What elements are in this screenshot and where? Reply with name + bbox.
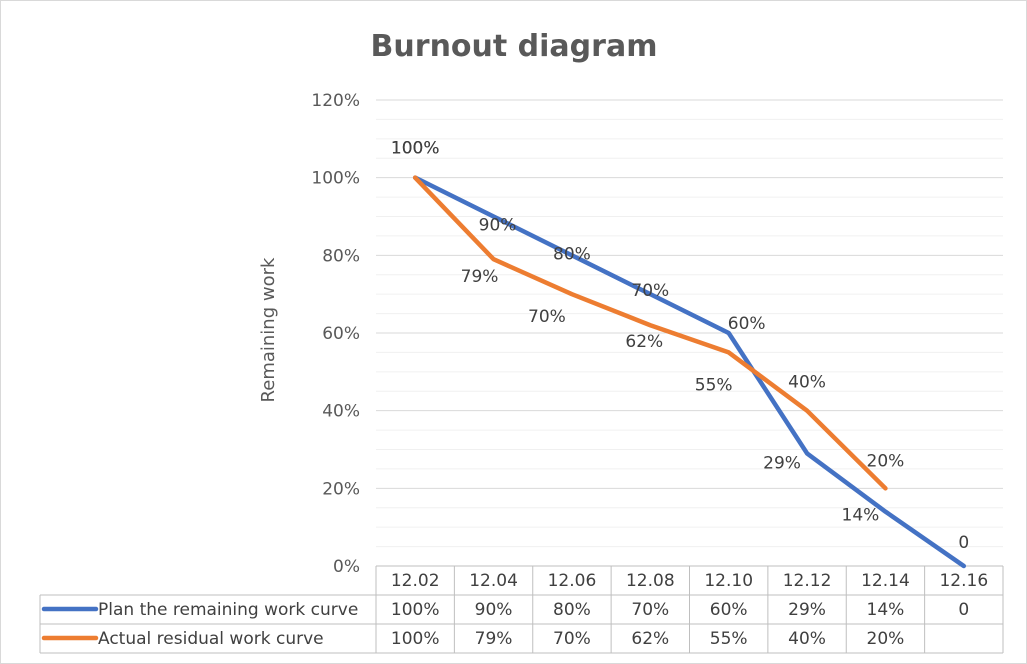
table-cell: 14% (867, 600, 905, 620)
y-tick-label: 100% (311, 169, 360, 189)
table-cell: 62% (631, 629, 669, 649)
data-label: 55% (695, 375, 733, 395)
table-cell: 70% (553, 629, 591, 649)
x-tick-label: 12.14 (861, 571, 910, 591)
data-label: 60% (728, 314, 766, 334)
data-label: 14% (842, 506, 880, 526)
data-table: 12.02 12.04 12.06 12.08 12.10 12.12 12.14 12.16… (39, 565, 1004, 654)
data-label: 29% (763, 453, 801, 473)
data-label: 70% (528, 307, 566, 327)
data-label: 80% (553, 244, 591, 264)
y-axis-label: Remaining work (258, 257, 279, 402)
data-label: 79% (461, 267, 499, 287)
table-cell: 90% (475, 600, 513, 620)
y-tick-label: 40% (322, 402, 360, 422)
data-label: 100% (391, 139, 440, 159)
legend-label: Actual residual work curve (98, 629, 324, 649)
table-cell: 40% (788, 629, 826, 649)
data-label: 90% (479, 216, 517, 236)
y-tick-label: 120% (311, 91, 360, 111)
y-tick-labels: 0% 20% 40% 60% 80% 100% 120% (311, 91, 360, 577)
table-cell: 0 (958, 600, 969, 620)
x-tick-label: 12.06 (548, 571, 597, 591)
table-cell: 29% (788, 600, 826, 620)
series-line (412, 175, 967, 569)
table-cell: 60% (710, 600, 748, 620)
table-cell: 20% (867, 629, 905, 649)
data-label: 62% (625, 332, 663, 352)
data-label: 100% (391, 139, 440, 159)
y-tick-label: 20% (322, 479, 360, 499)
table-cell: 100% (391, 600, 440, 620)
y-tick-label: 0% (333, 557, 360, 577)
data-label: 20% (867, 451, 905, 471)
data-label: 70% (631, 281, 669, 301)
chart-title: Burnout diagram (371, 29, 658, 64)
table-cell: 79% (475, 629, 513, 649)
series-line (412, 175, 888, 491)
x-tick-label: 12.08 (626, 571, 675, 591)
x-tick-label: 12.16 (939, 571, 988, 591)
table-cell: 70% (631, 600, 669, 620)
table-cell: 55% (710, 629, 748, 649)
legend-label: Plan the remaining work curve (98, 600, 358, 620)
x-tick-label: 12.10 (704, 571, 753, 591)
table-cell: 80% (553, 600, 591, 620)
y-tick-label: 60% (322, 324, 360, 344)
data-label: 0 (958, 533, 969, 553)
data-label: 40% (788, 373, 826, 393)
y-tick-label: 80% (322, 246, 360, 266)
table-cell: 100% (391, 629, 440, 649)
x-tick-label: 12.02 (391, 571, 440, 591)
series-lines (412, 175, 967, 569)
x-tick-label: 12.12 (783, 571, 832, 591)
x-tick-label: 12.04 (469, 571, 518, 591)
